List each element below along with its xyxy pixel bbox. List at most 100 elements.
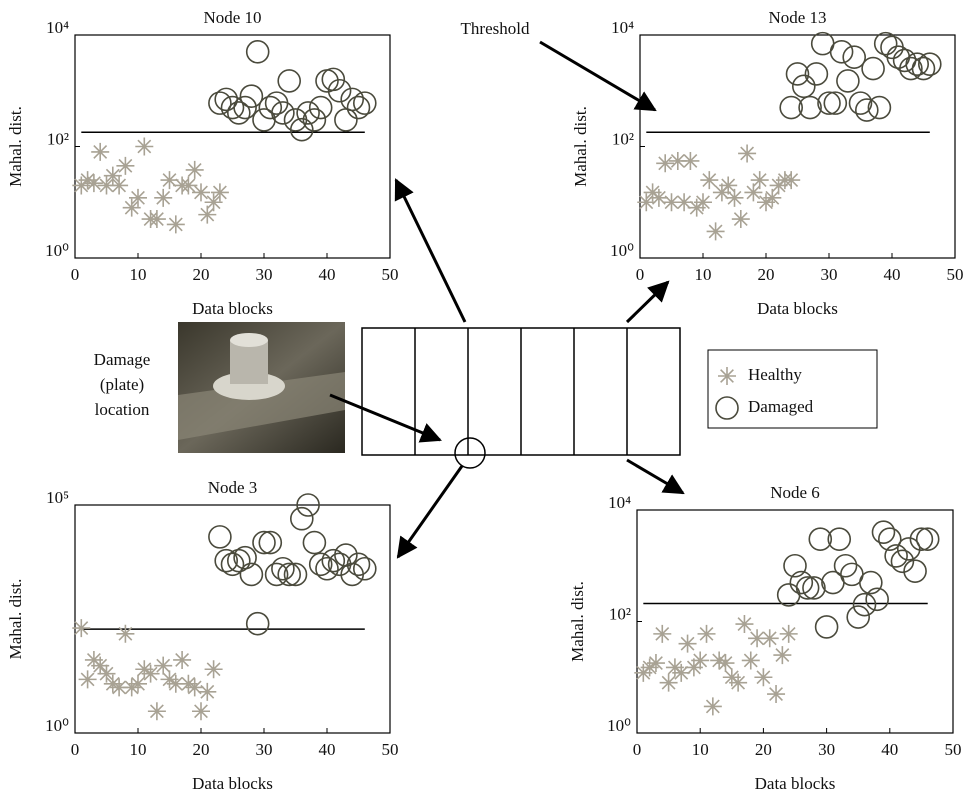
healthy-point	[91, 656, 110, 675]
chart-title: Node 13	[768, 8, 826, 27]
damaged-point	[852, 592, 877, 617]
damaged-point	[352, 556, 377, 581]
damaged-point	[352, 91, 377, 115]
damaged-point	[245, 611, 270, 636]
y-axis-label: Mahal. dist.	[571, 106, 590, 187]
damaged-point	[836, 69, 860, 93]
photo	[178, 322, 345, 453]
healthy-point	[760, 629, 779, 648]
x-tick-label: 30	[256, 740, 273, 759]
x-tick-label: 20	[755, 740, 772, 759]
damaged-point	[208, 91, 232, 115]
damaged-point	[917, 52, 942, 76]
damaged-point	[258, 530, 283, 555]
y-tick-label: 10²	[47, 129, 69, 148]
healthy-point	[185, 678, 204, 697]
healthy-point	[646, 654, 665, 673]
y-tick-label: 10²	[609, 604, 631, 623]
y-tick-label: 10⁰	[610, 241, 634, 260]
chart-title: Node 10	[203, 8, 261, 27]
damaged-point	[896, 537, 921, 561]
damaged-point	[302, 530, 327, 555]
damaged-point	[239, 84, 264, 108]
healthy-point	[198, 682, 217, 701]
damaged-point	[208, 525, 232, 549]
y-tick-label: 10⁴	[46, 18, 69, 37]
healthy-point	[656, 154, 675, 173]
x-tick-label: 10	[695, 265, 712, 284]
healthy-point	[763, 188, 782, 207]
x-tick-label: 10	[692, 740, 709, 759]
plate-diagram	[361, 327, 681, 469]
x-axis-label: Data blocks	[192, 299, 273, 318]
healthy-point	[116, 156, 135, 175]
damaged-point	[779, 95, 804, 120]
healthy-point	[668, 151, 687, 170]
healthy-point	[678, 634, 697, 653]
x-axis-label: Data blocks	[757, 299, 838, 318]
legend-box	[707, 349, 878, 429]
healthy-point	[160, 171, 179, 190]
x-tick-label: 20	[758, 265, 775, 284]
healthy-point	[91, 142, 110, 161]
healthy-point	[672, 663, 691, 682]
damaged-point	[829, 39, 854, 64]
plot-frame	[74, 504, 391, 734]
damaged-point	[227, 101, 251, 125]
damaged-point	[277, 562, 302, 587]
x-tick-label: 0	[71, 740, 80, 759]
damaged-point	[315, 556, 339, 581]
damaged-point	[289, 506, 314, 531]
healthy-point	[706, 222, 725, 241]
x-axis-label: Data blocks	[192, 774, 273, 792]
legend-label: Damaged	[748, 397, 814, 416]
damaged-point	[334, 108, 358, 132]
healthy-point	[141, 664, 160, 683]
damaged-point	[848, 91, 873, 115]
healthy-point	[147, 210, 166, 229]
x-tick-label: 40	[881, 740, 898, 759]
damaged-point	[296, 101, 320, 125]
healthy-point	[72, 619, 91, 638]
healthy-point	[154, 656, 173, 675]
damaged-point	[903, 559, 927, 583]
x-tick-label: 30	[256, 265, 273, 284]
healthy-point	[757, 193, 775, 212]
healthy-point	[122, 678, 141, 697]
damaged-point	[346, 552, 371, 577]
damaged-point	[252, 530, 276, 555]
x-tick-label: 0	[636, 265, 645, 284]
healthy-point	[729, 673, 748, 692]
y-axis-label: Mahal. dist.	[568, 581, 587, 662]
x-axis-label: Data blocks	[755, 774, 836, 792]
damaged-point	[264, 562, 289, 587]
damaged-point	[823, 91, 848, 115]
damaged-point	[871, 520, 896, 544]
healthy-point	[691, 651, 710, 670]
healthy-point	[173, 650, 192, 669]
damaged-point	[865, 587, 889, 612]
damaged-point	[817, 91, 841, 115]
healthy-point	[750, 171, 769, 190]
healthy-point	[166, 674, 185, 693]
damaged-point	[277, 69, 302, 93]
healthy-point	[725, 188, 744, 207]
damaged-point	[321, 548, 346, 573]
healthy-point	[744, 183, 763, 202]
healthy-point	[110, 678, 129, 697]
damaged-point	[808, 527, 833, 551]
damaged-point	[842, 45, 867, 69]
damaged-point	[327, 78, 352, 103]
plot-frame	[636, 509, 954, 734]
healthy-point	[703, 697, 722, 716]
damaged-point	[340, 87, 365, 112]
damaged-point	[873, 31, 898, 56]
damaged-point	[308, 95, 333, 120]
damaged-point	[239, 562, 264, 587]
healthy-point	[129, 188, 147, 207]
damaged-point	[308, 552, 333, 577]
damaged-point	[227, 548, 251, 573]
healthy-point	[78, 670, 97, 689]
